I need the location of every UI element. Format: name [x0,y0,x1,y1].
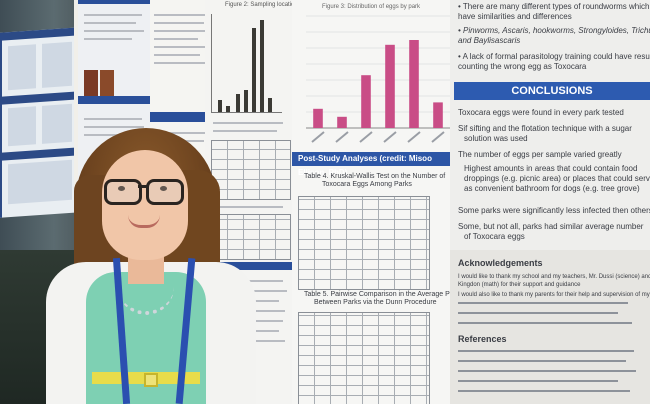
chart-bar [385,44,395,128]
table2-title: Table 5. Pairwise Comparison in the Aver… [304,291,460,298]
ack-line-2: Kingdon (math) for their support and gui… [458,282,581,288]
glasses [104,179,184,205]
poster-column-5: • There are many different types of roun… [450,0,650,404]
ack-line-3: I would also like to thank my parents fo… [458,292,650,298]
conclusion-9: Some, but not all, parks had similar ave… [458,222,644,231]
conclusion-4: The number of eggs per sample varied gre… [458,150,622,159]
chart-category-label [383,131,397,143]
small-bar-chart [211,14,282,113]
chart-caption: Figure 3: Distribution of eggs by park [322,4,421,10]
ack-line-1: I would like to thank my school and my t… [458,274,650,280]
post-study-header: Post-Study Analyses (credit: Misoo Ellis… [292,152,462,177]
poster-column-4: Figure 3: Distribution of eggs by park P… [292,0,462,404]
table1-title: Table 4. Kruskal-Wallis Test on the Numb… [304,173,446,180]
acknowledgements-title: Acknowledgements [458,258,543,268]
face [102,150,188,260]
methods-caption: Figure 2: Sampling locations [225,2,301,8]
kruskal-wallis-table [298,196,430,290]
chart-bar [409,40,419,128]
conclusions-title: CONCLUSIONS [511,85,593,97]
chart-bar [337,116,347,128]
intro-line-5: • A lack of formal parasitology training… [458,52,650,61]
neighbor-poster [0,27,80,218]
conclusion-1: Toxocara eggs were found in every park t… [458,108,624,117]
conclusions-header: CONCLUSIONS [454,82,650,100]
chart-category-label [311,131,325,143]
egg-count-bar-chart [306,15,450,143]
conclusion-8: Some parks were significantly less infec… [458,206,650,215]
belt-buckle [144,373,158,387]
conclusion-2: Sif sifting and the flotation technique … [458,124,632,133]
chart-category-label [407,131,421,143]
intro-line-6: counting the wrong egg as Toxocara [458,62,587,71]
chart-bar [313,108,323,128]
dunn-procedure-table [298,312,430,404]
table2-subtitle: Between Parks via the Dunn Procedure [314,299,437,306]
conclusion-10: of Toxocara eggs [464,232,525,241]
table1-subtitle: Toxocara Eggs Among Parks [322,181,412,188]
conclusion-7: as convenient bathroom for dogs (e.g. tr… [464,184,640,193]
post-study-title: Post-Study Analyses (credit: Misoo Ellis… [298,154,432,177]
chart-category-label [335,131,349,143]
intro-line-3: • Pinworms, Ascaris, hookworms, Strongyl… [458,26,650,35]
references-title: References [458,334,507,344]
chart-category-label [359,131,373,143]
chart-bar [433,102,443,128]
intro-line-2: have similarities and differences [458,12,572,21]
necklace [118,283,174,315]
conclusion-6: droppings (e.g. picnic area) or places t… [464,174,650,183]
smile [128,215,160,228]
chart-bar [361,75,371,128]
intro-line-1: • There are many different types of roun… [458,2,650,11]
intro-line-4: and Baylisascaris [458,36,521,45]
conclusion-3: solution was used [464,134,528,143]
chart-category-label [431,131,445,143]
conclusion-5: Highest amounts in areas that could cont… [464,164,638,173]
